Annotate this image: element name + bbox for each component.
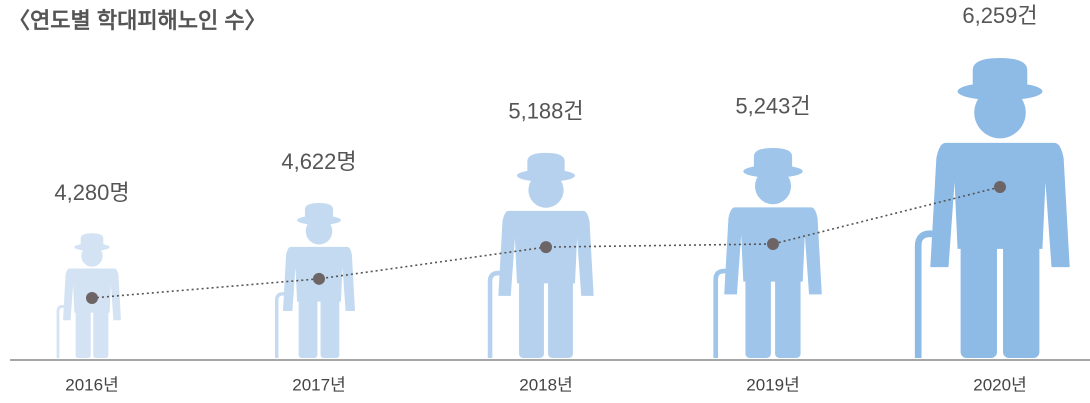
figure-part xyxy=(76,308,91,358)
value-label: 4,280명 xyxy=(54,180,129,205)
figure-part xyxy=(299,295,318,358)
data-dot xyxy=(540,241,552,253)
figure-part xyxy=(1003,237,1039,358)
figure-part xyxy=(974,87,1026,139)
figure xyxy=(918,58,1069,358)
value-label: 6,259건 xyxy=(962,3,1037,28)
figure-part xyxy=(755,168,791,204)
figure-part xyxy=(81,245,102,266)
figure-part xyxy=(775,273,800,358)
x-tick-label: 2016년 xyxy=(65,375,118,394)
data-dot xyxy=(994,181,1006,193)
data-dot xyxy=(86,292,98,304)
value-label: 5,243건 xyxy=(735,94,810,119)
figure-part xyxy=(306,218,333,245)
figure-part xyxy=(930,143,1069,267)
figure-part xyxy=(961,237,997,358)
value-label: 5,188건 xyxy=(508,99,583,124)
x-tick-label: 2020년 xyxy=(973,375,1026,394)
figure xyxy=(716,148,822,358)
figure-part xyxy=(745,273,770,358)
figure-part xyxy=(548,275,573,358)
figure-part xyxy=(321,295,340,358)
figure-part xyxy=(528,173,563,208)
page: 〈연도별 학대피해노인 수〉 4,280명 2016년 4,622명 2017년 5,1… xyxy=(0,0,1090,403)
figure xyxy=(490,153,594,358)
figure-part xyxy=(519,275,544,358)
chart: 〈연도별 학대피해노인 수〉 4,280명 2016년 4,622명 2017년 5,1… xyxy=(0,0,1090,403)
figure-part xyxy=(93,308,108,358)
data-dot xyxy=(767,238,779,250)
x-tick-label: 2017년 xyxy=(292,375,345,394)
chart-title: 〈연도별 학대피해노인 수〉 xyxy=(8,8,267,33)
value-label: 4,622명 xyxy=(281,149,356,174)
data-dot xyxy=(313,273,325,285)
x-tick-label: 2019년 xyxy=(746,375,799,394)
figure-part xyxy=(724,207,822,294)
x-tick-label: 2018년 xyxy=(519,375,572,394)
figure-part xyxy=(498,211,593,296)
